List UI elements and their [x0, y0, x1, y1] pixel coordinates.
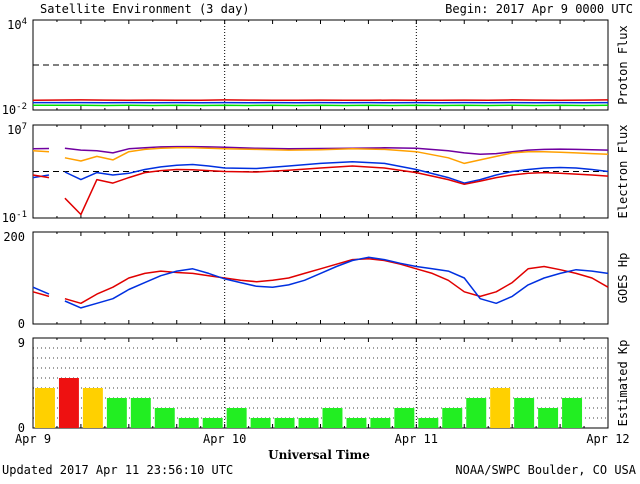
plot-title: Satellite Environment (3 day)	[40, 2, 250, 16]
kp-bar	[59, 378, 79, 428]
x-tick-label: Apr 12	[586, 432, 629, 446]
panel-1: 104 10-2 Proton Flux	[2, 17, 630, 117]
kp-bar	[490, 388, 510, 428]
series-line	[65, 147, 608, 155]
panel-2: 107 10-1 Electron Flux	[2, 122, 630, 225]
panel-3: 200 0 GOES Hp	[3, 230, 630, 331]
kp-bar	[155, 408, 175, 428]
kp-bar	[562, 398, 582, 428]
kp-bar	[418, 418, 438, 428]
kp-bar	[323, 408, 343, 428]
kp-bar	[179, 418, 199, 428]
y-tick-label-top: 107	[7, 122, 27, 137]
updated-timestamp: Updated 2017 Apr 11 23:56:10 UTC	[2, 463, 233, 477]
panel-frame	[33, 20, 608, 110]
y-axis-label: Estimated Kp	[616, 340, 630, 427]
y-axis-label: Electron Flux	[616, 125, 630, 219]
series-line	[33, 151, 49, 152]
source-credit: NOAA/SWPC Boulder, CO USA	[455, 463, 636, 477]
x-tick-label: Apr 9	[15, 432, 51, 446]
y-tick-label-bottom: 10-1	[2, 210, 27, 225]
kp-bar	[346, 418, 366, 428]
x-axis-title: Universal Time	[268, 448, 370, 462]
y-axis-label: GOES Hp	[616, 253, 630, 304]
x-tick-label: Apr 11	[395, 432, 438, 446]
kp-bar	[131, 398, 151, 428]
kp-bar	[35, 388, 55, 428]
kp-bar	[83, 388, 103, 428]
y-tick-label-bottom: 10-2	[2, 102, 27, 117]
kp-bar	[275, 418, 295, 428]
kp-bar	[514, 398, 534, 428]
series-line	[65, 166, 608, 215]
kp-bar	[299, 418, 319, 428]
kp-bar	[107, 398, 127, 428]
kp-bar	[442, 408, 462, 428]
begin-time-label: Begin: 2017 Apr 9 0000 UTC	[445, 2, 633, 16]
panel-frame	[33, 232, 608, 324]
kp-bar	[227, 408, 247, 428]
kp-bar	[466, 398, 486, 428]
y-tick-label-top: 104	[7, 17, 27, 32]
kp-bar	[251, 418, 271, 428]
kp-bar	[203, 418, 223, 428]
y-axis-label: Proton Flux	[616, 25, 630, 104]
y-tick-label-bottom: 0	[18, 317, 25, 331]
x-tick-label: Apr 10	[203, 432, 246, 446]
panel-frame	[33, 125, 608, 218]
kp-bar	[394, 408, 414, 428]
kp-bar	[370, 418, 390, 428]
series-line	[65, 259, 608, 304]
kp-bar	[538, 408, 558, 428]
y-tick-label-top: 9	[18, 336, 25, 350]
y-tick-label-top: 200	[3, 230, 25, 244]
